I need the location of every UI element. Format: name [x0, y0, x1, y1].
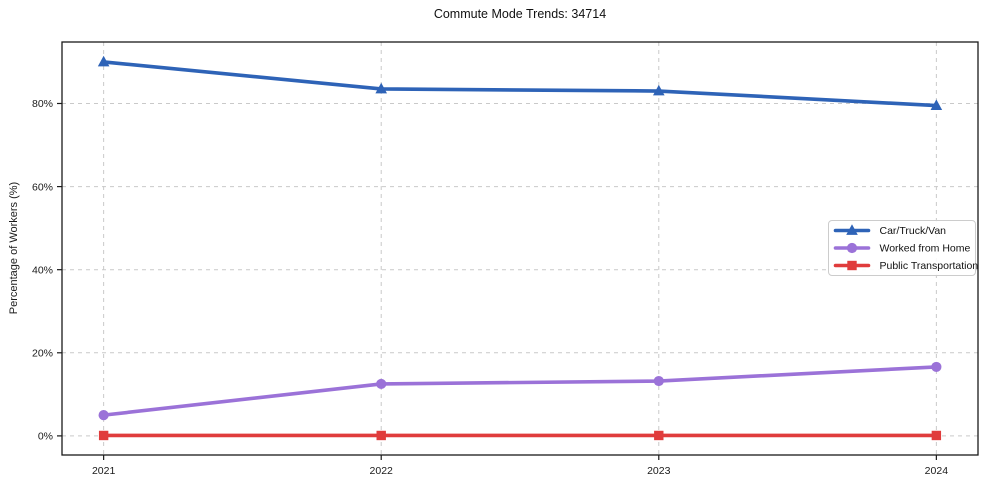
- legend-item-car-truck-van: Car/Truck/Van: [833, 224, 947, 237]
- chart-title: Commute Mode Trends: 34714: [433, 7, 607, 21]
- y-tick-label: 80%: [32, 98, 53, 110]
- series-worked-from-home: [98, 361, 942, 421]
- circle-marker: [98, 410, 109, 421]
- circle-marker: [931, 361, 942, 373]
- triangle-marker: [652, 84, 665, 96]
- axes-spines: [61, 41, 979, 456]
- x-tick-label: 2021: [92, 465, 116, 477]
- x-tick-label: 2024: [925, 465, 949, 477]
- square-marker: [847, 260, 857, 271]
- series-line-worked-from-home: [101, 365, 939, 417]
- x-tick-label: 2022: [370, 465, 394, 477]
- y-axis-label: Percentage of Workers (%): [8, 181, 20, 315]
- series-public-transportation: [98, 430, 942, 441]
- square-marker: [654, 430, 664, 441]
- square-marker: [98, 430, 109, 441]
- circle-marker: [846, 242, 858, 254]
- y-tick-label: 20%: [32, 347, 53, 359]
- triangle-marker: [97, 55, 110, 67]
- legend-label: Worked from Home: [880, 243, 971, 255]
- circle-marker: [376, 378, 387, 390]
- legend-item-public-transportation: Public Transportation: [833, 260, 979, 272]
- legend: Car/Truck/Van Worked from Home Public Tran…: [828, 220, 979, 276]
- y-tick-label: 0%: [38, 431, 53, 443]
- circle-marker: [653, 375, 664, 387]
- legend-label: Public Transportation: [880, 260, 979, 272]
- series-car-truck-van: [97, 55, 943, 110]
- y-tick-label: 40%: [32, 264, 53, 276]
- x-tick-label: 2023: [647, 465, 671, 477]
- square-marker: [931, 430, 942, 441]
- y-tick-label: 60%: [32, 181, 53, 193]
- legend-item-worked-from-home: Worked from Home: [833, 242, 971, 255]
- series-line-car-truck-van: [101, 60, 939, 108]
- triangle-marker: [930, 99, 943, 110]
- legend-label: Car/Truck/Van: [880, 225, 947, 237]
- legend-box: [828, 220, 976, 276]
- square-marker: [376, 430, 386, 441]
- triangle-marker: [375, 82, 388, 94]
- triangle-marker: [846, 224, 858, 235]
